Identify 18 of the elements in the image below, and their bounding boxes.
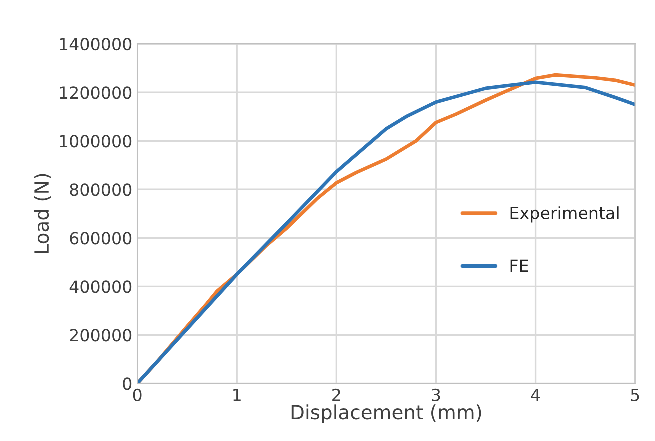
y-tick-label: 400000 [70, 280, 132, 294]
x-axis-title: Displacement (mm) [292, 404, 482, 424]
x-tick-label: 0 [133, 388, 142, 402]
x-tick-label: 2 [332, 388, 340, 402]
x-tick-label: 5 [631, 389, 640, 402]
x-tick-label: 4 [531, 389, 540, 402]
y-tick-label: 0 [123, 378, 132, 390]
y-tick-label: 1400000 [60, 38, 132, 51]
y-tick-label: 1000000 [60, 135, 132, 148]
y-tick-label: 600000 [70, 232, 132, 245]
y-tick-label: 200000 [70, 329, 132, 342]
y-tick-label: 800000 [70, 184, 132, 196]
y-axis-title: Load (N) [34, 174, 52, 254]
y-tick-label: 1200000 [60, 86, 132, 100]
legend-label: Experimental [510, 206, 619, 223]
x-tick-label: 1 [234, 389, 241, 402]
legend-label: FE [510, 260, 528, 272]
x-tick-label: 3 [432, 388, 440, 402]
